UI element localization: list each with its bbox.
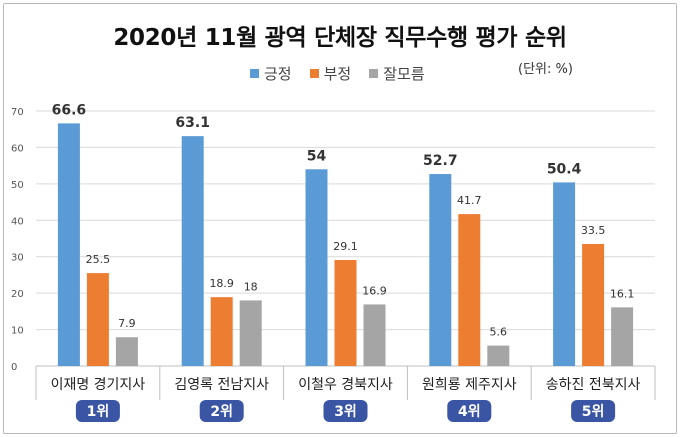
- rank-badge: [199, 400, 244, 422]
- bar: [553, 182, 576, 366]
- chart-title: 2020년 11월 광역 단체장 직무수행 평가 순위: [113, 25, 567, 51]
- bar: [363, 304, 386, 366]
- rank-badge: [75, 400, 120, 422]
- rank-badge: [571, 400, 616, 422]
- bar: [86, 273, 109, 366]
- bar: [611, 307, 634, 366]
- legend-swatch-unknown: [369, 69, 379, 78]
- rank-badge: [447, 400, 492, 422]
- legend-label-negative: 부정: [323, 65, 352, 83]
- bar: [57, 123, 80, 366]
- y-tick-label: 10: [11, 326, 24, 337]
- data-label: 29.1: [333, 240, 358, 253]
- data-label: 25.5: [86, 253, 111, 266]
- y-tick-label: 20: [11, 289, 24, 300]
- data-label: 5.6: [490, 326, 508, 339]
- rank-badge-label: 2위: [210, 404, 233, 420]
- legend-swatch-positive: [250, 69, 259, 78]
- rank-badge-label: 4위: [458, 404, 481, 420]
- x-category-label: 이철우 경북지사: [298, 377, 393, 393]
- legend-item-unknown: 잘모름: [369, 63, 425, 84]
- data-label: 50.4: [547, 161, 582, 177]
- bar: [115, 337, 138, 366]
- bar: [458, 214, 481, 366]
- data-label: 66.6: [52, 102, 87, 118]
- y-tick-label: 0: [11, 362, 17, 373]
- legend: 긍정 부정 잘모름: [250, 63, 425, 84]
- unit-label: (단위: %): [518, 62, 573, 77]
- y-tick-label: 40: [11, 216, 24, 227]
- bar: [210, 297, 233, 366]
- data-label: 54: [307, 148, 327, 164]
- data-label: 33.5: [581, 224, 606, 237]
- data-label: 63.1: [175, 115, 210, 131]
- bar: [181, 136, 204, 366]
- y-tick-label: 60: [11, 143, 24, 154]
- y-tick-label: 70: [11, 107, 24, 118]
- bar: [239, 300, 262, 366]
- data-label: 18: [244, 280, 258, 293]
- data-label: 18.9: [209, 277, 234, 290]
- x-category-label: 송하진 전북지사: [546, 377, 641, 393]
- rank-badge-label: 3위: [334, 404, 357, 420]
- legend-label-unknown: 잘모름: [383, 65, 425, 83]
- bar: [305, 169, 328, 366]
- legend-label-positive: 긍정: [264, 65, 292, 83]
- data-label: 16.1: [610, 287, 635, 300]
- bar: [334, 259, 357, 366]
- x-category-label: 원희룡 제주지사: [422, 377, 517, 393]
- x-category-label: 이재명 경기지사: [51, 377, 146, 393]
- bar: [487, 345, 510, 366]
- data-label: 52.7: [423, 153, 458, 169]
- legend-swatch-negative: [309, 69, 319, 78]
- data-label: 16.9: [362, 284, 387, 297]
- bar: [582, 243, 605, 366]
- rank-badge-label: 5위: [582, 404, 605, 420]
- data-label: 7.9: [118, 317, 136, 330]
- legend-item-negative: 부정: [309, 63, 352, 84]
- rank-badge: [323, 400, 368, 422]
- data-label: 41.7: [457, 194, 482, 207]
- y-tick-label: 50: [11, 180, 24, 191]
- bar: [429, 174, 452, 366]
- y-tick-label: 30: [11, 253, 24, 264]
- legend-item-positive: 긍정: [250, 63, 292, 84]
- x-category-label: 김영록 전남지사: [174, 377, 269, 393]
- rank-badge-label: 1위: [87, 404, 110, 420]
